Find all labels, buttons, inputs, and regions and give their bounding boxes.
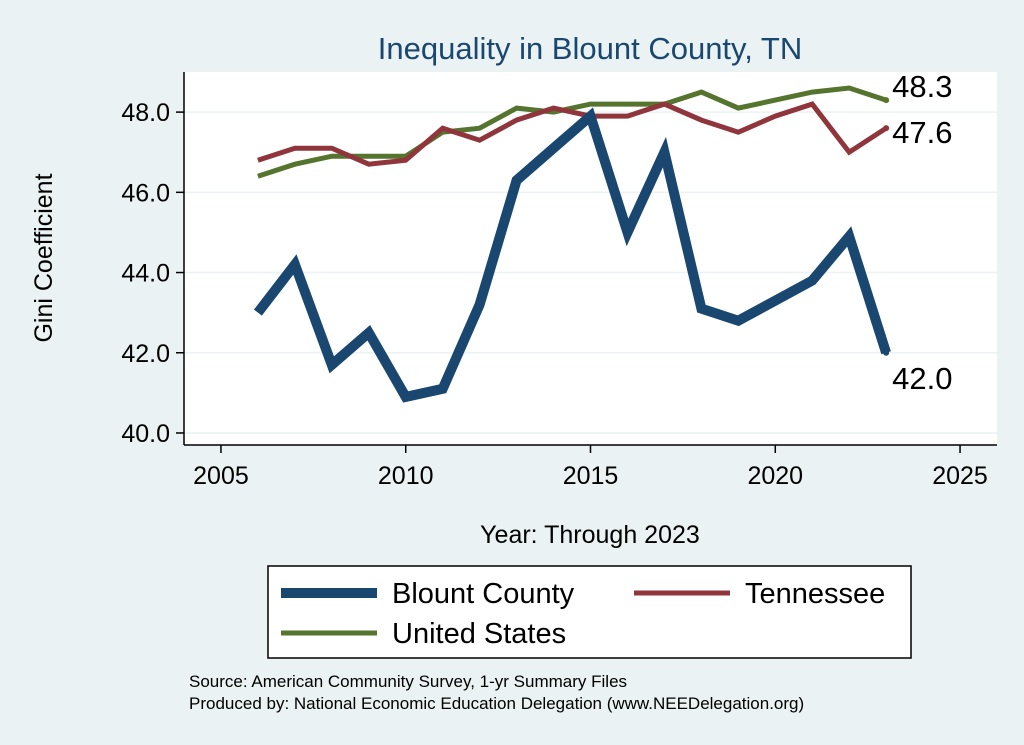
legend-label-blount-county: Blount County: [392, 578, 575, 610]
y-tick-label: 46.0: [121, 179, 170, 207]
series-line-tennessee: [257, 101, 888, 167]
x-tick-label: 2025: [932, 462, 988, 490]
chart-title: Inequality in Blount County, TN: [378, 31, 802, 66]
y-tick-label: 40.0: [121, 420, 170, 448]
legend: Blount County Tennessee United States: [267, 565, 912, 659]
axes: 40.0 42.0 44.0 46.0 48.0 2005 2010 2015 2020 2025: [121, 72, 997, 490]
x-tick-label: 2015: [563, 462, 619, 490]
end-label-tennessee: 47.6: [892, 115, 952, 150]
y-tick-label: 44.0: [121, 260, 170, 288]
end-label-blount-county: 42.0: [892, 361, 952, 396]
x-tick-label: 2020: [747, 462, 803, 490]
y-axis-title: Gini Coefficient: [30, 173, 58, 342]
series-lines: [253, 85, 891, 403]
plot-area: [184, 72, 997, 445]
produced-by-note: Produced by: National Economic Education…: [189, 694, 804, 713]
y-tick-label: 42.0: [121, 340, 170, 368]
x-axis-title: Year: Through 2023: [480, 521, 700, 549]
series-line-blount-county: [253, 107, 891, 403]
end-label-united-states: 48.3: [892, 69, 952, 104]
end-point-united-states: [883, 97, 890, 104]
source-note: Source: American Community Survey, 1-yr …: [189, 672, 627, 691]
end-point-tennessee: [883, 125, 890, 132]
series-line-united-states: [257, 85, 887, 179]
legend-label-united-states: United States: [392, 618, 566, 650]
x-tick-label: 2010: [378, 462, 434, 490]
legend-label-tennessee: Tennessee: [745, 578, 885, 610]
y-tick-label: 48.0: [121, 99, 170, 127]
legend-box: [267, 565, 912, 659]
end-labels: 48.3 47.6 42.0: [883, 69, 952, 396]
end-point-blount-county: [883, 349, 890, 356]
x-tick-label: 2005: [193, 462, 249, 490]
